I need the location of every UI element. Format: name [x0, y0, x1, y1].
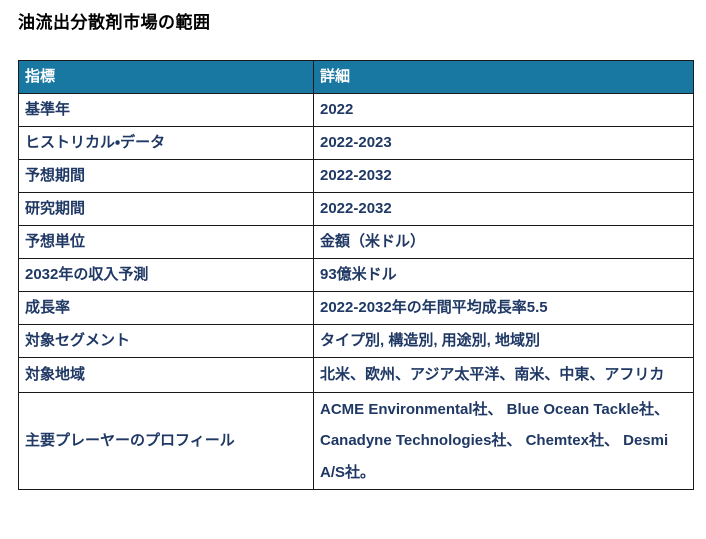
row-value-forecast-period: 2022-2032 [313, 159, 694, 193]
table-row: ヒストリカル・データ 2022-2023 [18, 126, 694, 160]
table-row: 成長率 2022-2032年の年間平均成長率5.5 [18, 291, 694, 325]
row-value-base-year: 2022 [313, 93, 694, 127]
row-value-regions-covered: 北米、欧州、アジア太平洋、南米、中東、アフリカ [313, 357, 694, 393]
row-value-growth-rate: 2022-2032年の年間平均成長率5.5 [313, 291, 694, 325]
row-value-revenue-forecast: 93億米ドル [313, 258, 694, 292]
table-row: 研究期間 2022-2032 [18, 192, 694, 226]
table-row: 予想単位 金額（米ドル） [18, 225, 694, 259]
row-value-historical-data: 2022-2023 [313, 126, 694, 160]
row-label-base-year: 基準年 [18, 93, 314, 127]
row-value-segments-covered: タイプ別, 構造別, 用途別, 地域別 [313, 324, 694, 358]
row-label-growth-rate: 成長率 [18, 291, 314, 325]
table-row: 基準年 2022 [18, 93, 694, 127]
row-value-key-players: ACME Environmental社、 Blue Ocean Tackle社、… [313, 391, 694, 490]
row-value-forecast-unit: 金額（米ドル） [313, 225, 694, 259]
table-row: 2032年の収入予測 93億米ドル [18, 258, 694, 292]
market-scope-table: 指標 詳細 基準年 2022 ヒストリカル・データ 2022-2023 予想期間… [18, 60, 694, 490]
row-label-key-players: 主要プレーヤーのプロフィール [18, 391, 314, 490]
table-header-row: 指標 詳細 [18, 60, 694, 94]
header-cell-details: 詳細 [313, 60, 694, 94]
table-row: 主要プレーヤーのプロフィール ACME Environmental社、 Blue… [18, 391, 694, 490]
page-title: 油流出分散剤市場の範囲 [18, 13, 211, 32]
row-label-forecast-period: 予想期間 [18, 159, 314, 193]
row-label-historical-data: ヒストリカル・データ [18, 126, 314, 160]
table-row: 対象地域 北米、欧州、アジア太平洋、南米、中東、アフリカ [18, 357, 694, 393]
row-label-revenue-forecast: 2032年の収入予測 [18, 258, 314, 292]
row-label-study-period: 研究期間 [18, 192, 314, 226]
table-row: 予想期間 2022-2032 [18, 159, 694, 193]
row-label-segments-covered: 対象セグメント [18, 324, 314, 358]
row-label-forecast-unit: 予想単位 [18, 225, 314, 259]
row-value-study-period: 2022-2032 [313, 192, 694, 226]
table-row: 対象セグメント タイプ別, 構造別, 用途別, 地域別 [18, 324, 694, 358]
header-cell-indicator: 指標 [18, 60, 314, 94]
row-label-regions-covered: 対象地域 [18, 357, 314, 393]
